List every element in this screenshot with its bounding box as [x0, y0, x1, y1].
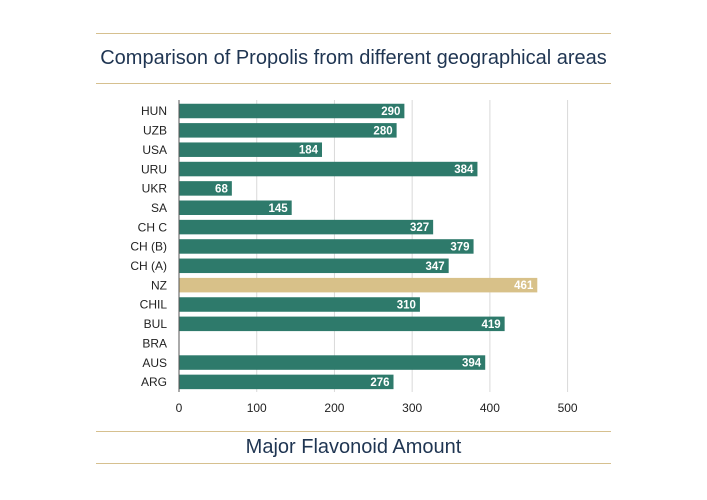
x-tick-label: 300: [402, 401, 422, 415]
y-tick-label: CH (B): [130, 240, 167, 254]
bars: 290 280 184 384 68 145 327 379 347 461 310 419 394 27…: [179, 103, 538, 390]
y-tick-label: CH (A): [130, 259, 167, 273]
bar: [179, 297, 420, 312]
bar-value-label: 290: [381, 106, 400, 118]
y-tick-label: NZ: [151, 278, 167, 292]
bar-value-label: 347: [426, 261, 445, 273]
y-tick-label: AUS: [142, 356, 167, 370]
x-axis-tick-labels: 0 100 200 300 400 500: [176, 401, 578, 415]
x-tick-label: 0: [176, 401, 183, 415]
x-tick-label: 200: [324, 401, 344, 415]
bar: [179, 200, 292, 215]
bar: [179, 258, 449, 274]
bar: [179, 374, 394, 390]
x-axis-title: Major Flavonoid Amount: [245, 436, 462, 458]
xlabel-top-rule: [96, 431, 611, 432]
bar-value-label: 419: [481, 319, 500, 331]
x-tick-label: 100: [247, 401, 267, 415]
y-tick-label: HUN: [141, 104, 167, 118]
bar-value-label: 384: [454, 164, 474, 176]
y-tick-label: CH C: [138, 220, 168, 234]
y-axis-tick-labels: HUN UZB USA URU UKR SA CH C CH (B) CH (A) NZ CHIL B…: [130, 104, 167, 389]
chart-title: Comparison of Propolis from different ge…: [100, 47, 607, 69]
bar: [179, 277, 538, 293]
y-tick-label: URU: [141, 162, 167, 176]
bar-value-label: 461: [514, 280, 534, 292]
y-tick-label: ARG: [141, 375, 167, 389]
bar: [179, 181, 232, 196]
y-tick-label: USA: [142, 143, 167, 157]
x-tick-label: 400: [480, 401, 500, 415]
x-tick-label: 500: [558, 401, 578, 415]
bar: [179, 219, 434, 235]
bar-value-label: 310: [397, 300, 416, 312]
bar: [179, 123, 397, 138]
bar: [179, 239, 474, 254]
bar-value-label: 184: [299, 145, 319, 157]
bar: [179, 355, 486, 370]
bar-value-label: 394: [462, 358, 482, 370]
title-top-rule: [96, 33, 611, 34]
bar: [179, 103, 405, 119]
xlabel-bottom-rule: [96, 463, 611, 464]
bar-value-label: 68: [215, 183, 228, 195]
bar-value-label: 276: [370, 377, 389, 389]
y-tick-label: SA: [151, 201, 167, 215]
bar: [179, 316, 505, 332]
y-tick-label: BRA: [142, 336, 167, 350]
title-bottom-rule: [96, 83, 611, 84]
bar: [179, 142, 323, 157]
bar-value-label: 379: [450, 241, 469, 253]
y-tick-label: UKR: [142, 182, 168, 196]
bar-value-label: 280: [373, 125, 392, 137]
bar-value-label: 145: [269, 203, 289, 215]
y-tick-label: CHIL: [140, 298, 168, 312]
bar: [179, 161, 478, 177]
y-tick-label: UZB: [143, 124, 167, 138]
y-tick-label: BUL: [144, 317, 168, 331]
bar-value-label: 327: [410, 222, 429, 234]
